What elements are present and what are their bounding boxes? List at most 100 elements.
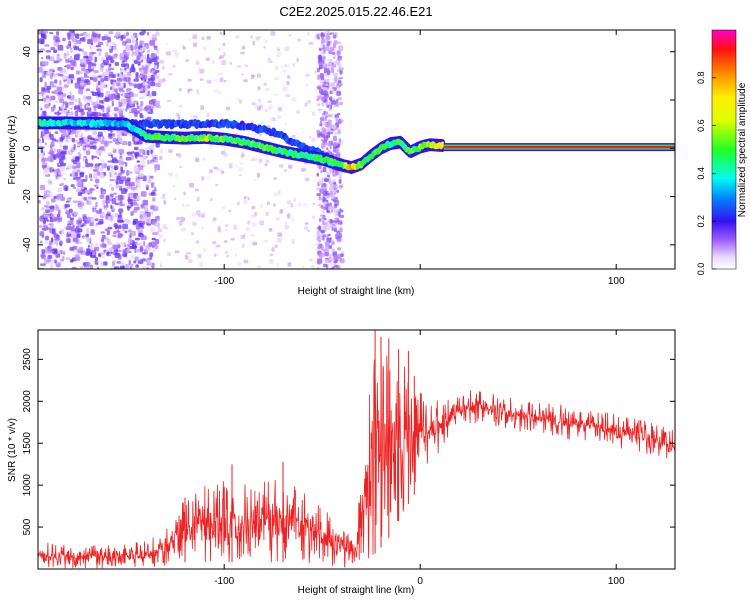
- noise-speck: [320, 217, 324, 223]
- noise-speck: [87, 245, 90, 248]
- noise-speck: [108, 71, 114, 78]
- noise-speck: [338, 173, 342, 179]
- noise-speck: [135, 177, 138, 182]
- noise-speck: [66, 32, 71, 37]
- noise-speck: [193, 42, 198, 47]
- noise-speck: [154, 186, 157, 192]
- noise-speck: [199, 78, 204, 81]
- noise-speck: [235, 97, 241, 101]
- noise-speck: [140, 69, 144, 75]
- noise-speck: [217, 167, 222, 172]
- noise-speck: [54, 111, 59, 115]
- noise-speck: [99, 113, 104, 117]
- noise-speck: [196, 89, 199, 93]
- noise-speck: [251, 74, 255, 80]
- y-tick-label: 2500: [22, 348, 33, 371]
- snr-data: [38, 330, 675, 569]
- noise-speck: [153, 46, 158, 51]
- noise-speck: [339, 214, 345, 218]
- noise-speck: [155, 69, 160, 73]
- noise-speck: [283, 169, 287, 172]
- noise-speck: [274, 77, 279, 81]
- noise-speck: [110, 59, 115, 63]
- noise-speck: [326, 147, 329, 150]
- noise-speck: [228, 209, 232, 212]
- noise-speck: [42, 30, 49, 34]
- noise-speck: [222, 42, 226, 47]
- noise-speck: [149, 40, 156, 46]
- noise-speck: [200, 213, 206, 218]
- noise-speck: [326, 30, 330, 37]
- noise-speck: [138, 51, 141, 57]
- noise-speck: [54, 235, 59, 239]
- noise-speck: [179, 165, 182, 169]
- noise-speck: [330, 46, 334, 52]
- noise-speck: [250, 214, 256, 218]
- noise-speck: [50, 46, 56, 51]
- noise-speck: [125, 264, 130, 269]
- noise-speck: [103, 261, 108, 266]
- noise-speck: [127, 198, 133, 202]
- noise-speck: [196, 210, 201, 215]
- noise-speck: [325, 259, 330, 264]
- noise-speck: [136, 203, 140, 207]
- noise-speck: [72, 186, 77, 189]
- noise-speck: [158, 234, 163, 239]
- noise-speck: [87, 200, 92, 205]
- noise-speck: [285, 86, 288, 91]
- noise-speck: [107, 226, 113, 230]
- noise-speck: [65, 257, 71, 260]
- noise-speck: [154, 239, 160, 245]
- noise-speck: [167, 252, 171, 257]
- noise-speck: [71, 165, 77, 169]
- noise-speck: [174, 197, 177, 201]
- noise-speck: [114, 228, 119, 231]
- noise-speck: [116, 175, 121, 181]
- noise-speck: [127, 238, 133, 244]
- noise-speck: [150, 227, 156, 232]
- noise-speck: [336, 237, 342, 242]
- noise-speck: [78, 48, 82, 52]
- noise-speck: [86, 99, 93, 102]
- noise-speck: [329, 100, 332, 106]
- noise-speck: [205, 57, 210, 61]
- noise-speck: [45, 209, 51, 213]
- noise-speck: [96, 210, 101, 215]
- noise-speck: [291, 239, 295, 244]
- noise-speck: [316, 238, 322, 241]
- noise-speck: [127, 206, 130, 211]
- noise-speck: [53, 35, 58, 41]
- noise-speck: [336, 189, 339, 193]
- noise-speck: [74, 33, 80, 39]
- noise-speck: [317, 203, 321, 207]
- noise-speck: [91, 231, 96, 235]
- noise-speck: [60, 249, 63, 255]
- noise-speck: [126, 51, 130, 57]
- noise-speck: [129, 245, 134, 250]
- noise-speck: [70, 107, 73, 110]
- noise-speck: [185, 255, 189, 259]
- noise-speck: [85, 162, 91, 168]
- noise-speck: [58, 74, 64, 77]
- noise-speck: [330, 240, 335, 246]
- noise-speck: [283, 64, 287, 67]
- noise-speck: [322, 44, 325, 47]
- noise-speck: [62, 145, 68, 150]
- noise-speck: [95, 242, 98, 246]
- noise-speck: [162, 78, 166, 83]
- noise-speck: [99, 99, 104, 104]
- noise-speck: [316, 68, 320, 73]
- noise-speck: [93, 107, 97, 112]
- noise-speck: [148, 174, 151, 181]
- noise-speck: [79, 186, 85, 190]
- noise-speck: [144, 142, 148, 145]
- noise-speck: [320, 138, 323, 142]
- colorbar-tick-label: 0.6: [696, 119, 706, 132]
- noise-speck: [85, 96, 92, 100]
- noise-speck: [56, 86, 63, 92]
- noise-speck: [316, 258, 320, 265]
- noise-speck: [195, 92, 201, 95]
- noise-speck: [41, 75, 47, 78]
- noise-speck: [273, 177, 277, 180]
- noise-speck: [112, 260, 115, 267]
